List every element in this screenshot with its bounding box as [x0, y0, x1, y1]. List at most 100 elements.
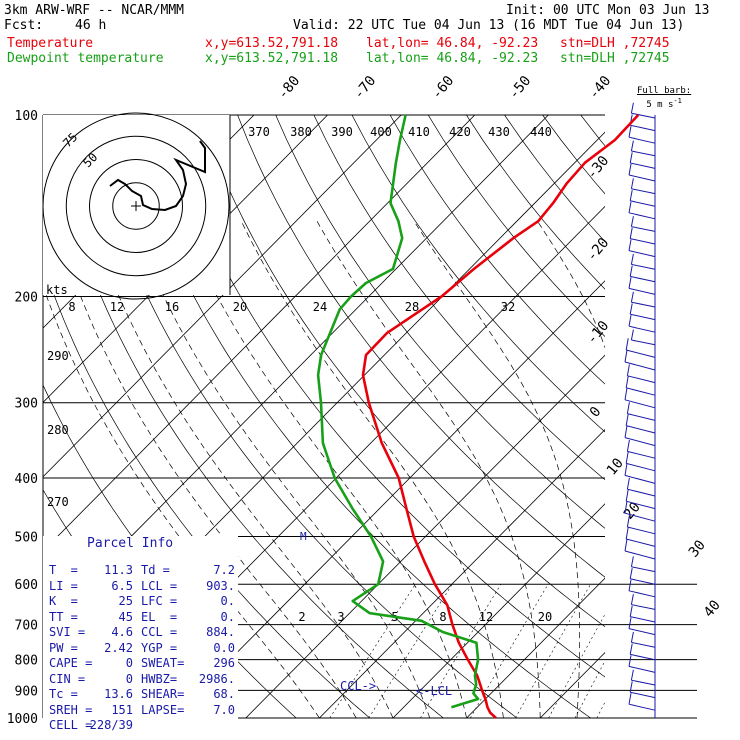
wind-barb	[626, 462, 656, 472]
wind-barb	[626, 500, 656, 510]
wind-barb	[624, 437, 656, 447]
wind-barb-flag	[626, 402, 630, 414]
parcel-param-label: CAPE =	[49, 656, 93, 670]
wind-barb	[628, 628, 656, 636]
wind-barb-flag	[624, 501, 628, 514]
dry-adiabat	[84, 115, 518, 718]
mixing-ratio-label: 8	[68, 300, 75, 314]
parcel-marker: M	[300, 530, 307, 543]
isotherm-tick-label: -30	[584, 153, 613, 183]
wind-barb-flag	[626, 439, 630, 452]
wind-barb-flag	[625, 413, 629, 426]
wind-barb	[626, 349, 656, 358]
mixing-ratio-line	[368, 584, 453, 718]
parcel-param-label: Td =	[141, 563, 170, 577]
theta-label: 280	[47, 423, 69, 437]
dry-adiabat	[466, 115, 605, 290]
dry-adiabat	[351, 115, 605, 433]
barb-legend-line2-wrap: 5 m s-1	[637, 96, 691, 110]
parcel-param-label: SVI =	[49, 625, 86, 639]
isotherm-tick-label: -20	[584, 235, 613, 265]
parcel-param-label: PW =	[49, 640, 78, 655]
valid-time: Valid: 22 UTC Tue 04 Jun 13 (16 MDT Tue …	[293, 18, 685, 33]
parcel-info-row: PW = 2.42 YGP = 0.0	[49, 641, 235, 655]
parcel-param-value: 45	[118, 609, 133, 624]
temperature-legend: Temperature	[7, 36, 94, 51]
wind-barb	[624, 399, 656, 409]
wind-barb	[624, 361, 656, 371]
wind-barb-flag	[628, 315, 632, 327]
hodograph-trace	[109, 140, 206, 212]
wind-barb	[631, 188, 656, 195]
mixing-ratio-label: 12	[110, 300, 124, 314]
theta-label: 290	[47, 349, 69, 363]
dry-adiabat	[122, 115, 591, 718]
parcel-param-value: 11.3	[104, 563, 133, 577]
wind-barb	[631, 641, 656, 648]
wind-barb	[627, 526, 656, 535]
wind-barb-flag	[625, 527, 629, 540]
parcel-param-label: SHEAR=	[141, 687, 185, 701]
wind-barb	[630, 653, 656, 661]
parcel-param-label: SREH =	[49, 702, 93, 717]
parcel-info-title: Parcel Info	[87, 536, 174, 551]
dewpoint-latlon: lat,lon= 46.84, -92.23	[366, 51, 539, 66]
wind-barb	[627, 488, 656, 497]
parcel-param-value: 7.2	[213, 563, 235, 577]
parcel-param-value: 25	[118, 594, 133, 608]
parcel-param-label: K =	[49, 594, 78, 608]
wind-barb	[630, 691, 656, 699]
init-time: Init: 00 UTC Mon 03 Jun 13	[506, 3, 710, 18]
dewpoint-legend: Dewpoint temperature	[7, 51, 164, 66]
pressure-tick-label: 200	[15, 291, 38, 306]
barb-legend-exp: -1	[673, 97, 682, 105]
hodograph-ring	[89, 159, 183, 253]
wind-barb	[631, 679, 656, 686]
parcel-param-value: 903.	[206, 578, 235, 593]
wind-barb-flag	[630, 631, 634, 643]
wind-barb	[628, 325, 656, 333]
wind-barb-flag	[629, 227, 633, 239]
isotherm-line	[245, 354, 605, 718]
moist-adiabat	[90, 221, 394, 718]
parcel-info-row: Tc = 13.6 SHEAR= 68.	[49, 687, 235, 701]
dry-adiabat	[542, 115, 605, 195]
isotherm-tick-label: 10	[604, 455, 627, 478]
hodograph-ring	[42, 112, 230, 300]
wind-barb	[624, 550, 656, 560]
wind-barb	[630, 238, 656, 245]
parcel-param-value: 4.6	[111, 625, 133, 639]
moist-adiabat	[131, 221, 431, 718]
parcel-param-label: CIN =	[49, 671, 86, 686]
parcel-info-row: T = 11.3 Td = 7.2	[49, 563, 235, 577]
mixing-ratio-label: 24	[313, 300, 327, 314]
pressure-tick-label: 800	[15, 654, 38, 669]
temperature-latlon: lat,lon= 46.84, -92.23	[366, 36, 539, 51]
isotherm-line	[392, 503, 605, 718]
wind-barb	[627, 450, 656, 459]
wind-barb	[628, 174, 656, 182]
wind-barb-flag	[630, 291, 634, 303]
parcel-param-value: 0	[125, 656, 133, 670]
theta-label: 400	[370, 125, 392, 139]
barb-legend-line1: Full barb:	[637, 86, 692, 96]
wind-barb	[631, 566, 656, 573]
wind-barb	[631, 301, 656, 308]
wind-barb	[626, 387, 656, 396]
parcel-info-row: SREH = 151 LAPSE= 7.0	[49, 703, 235, 717]
dry-adiabat	[237, 115, 605, 578]
isotherm-tick-label: -40	[586, 73, 615, 103]
parcel-param-label: YGP =	[141, 640, 178, 655]
wind-barb	[624, 474, 656, 484]
parcel-param-value: 0	[125, 671, 133, 686]
parcel-param-label: CELL =	[49, 718, 93, 732]
wind-barb	[630, 313, 656, 321]
wind-barb-flag	[624, 538, 628, 552]
mixing-ratio-label: 16	[165, 300, 179, 314]
pressure-tick-label: 700	[15, 619, 38, 634]
parcel-info-row: TT = 45 EL = 0.	[49, 610, 235, 624]
mixing-ratio-label: 3	[337, 610, 344, 624]
wind-barb	[631, 112, 656, 119]
theta-label: 370	[248, 125, 270, 139]
isotherm-line	[687, 115, 740, 718]
